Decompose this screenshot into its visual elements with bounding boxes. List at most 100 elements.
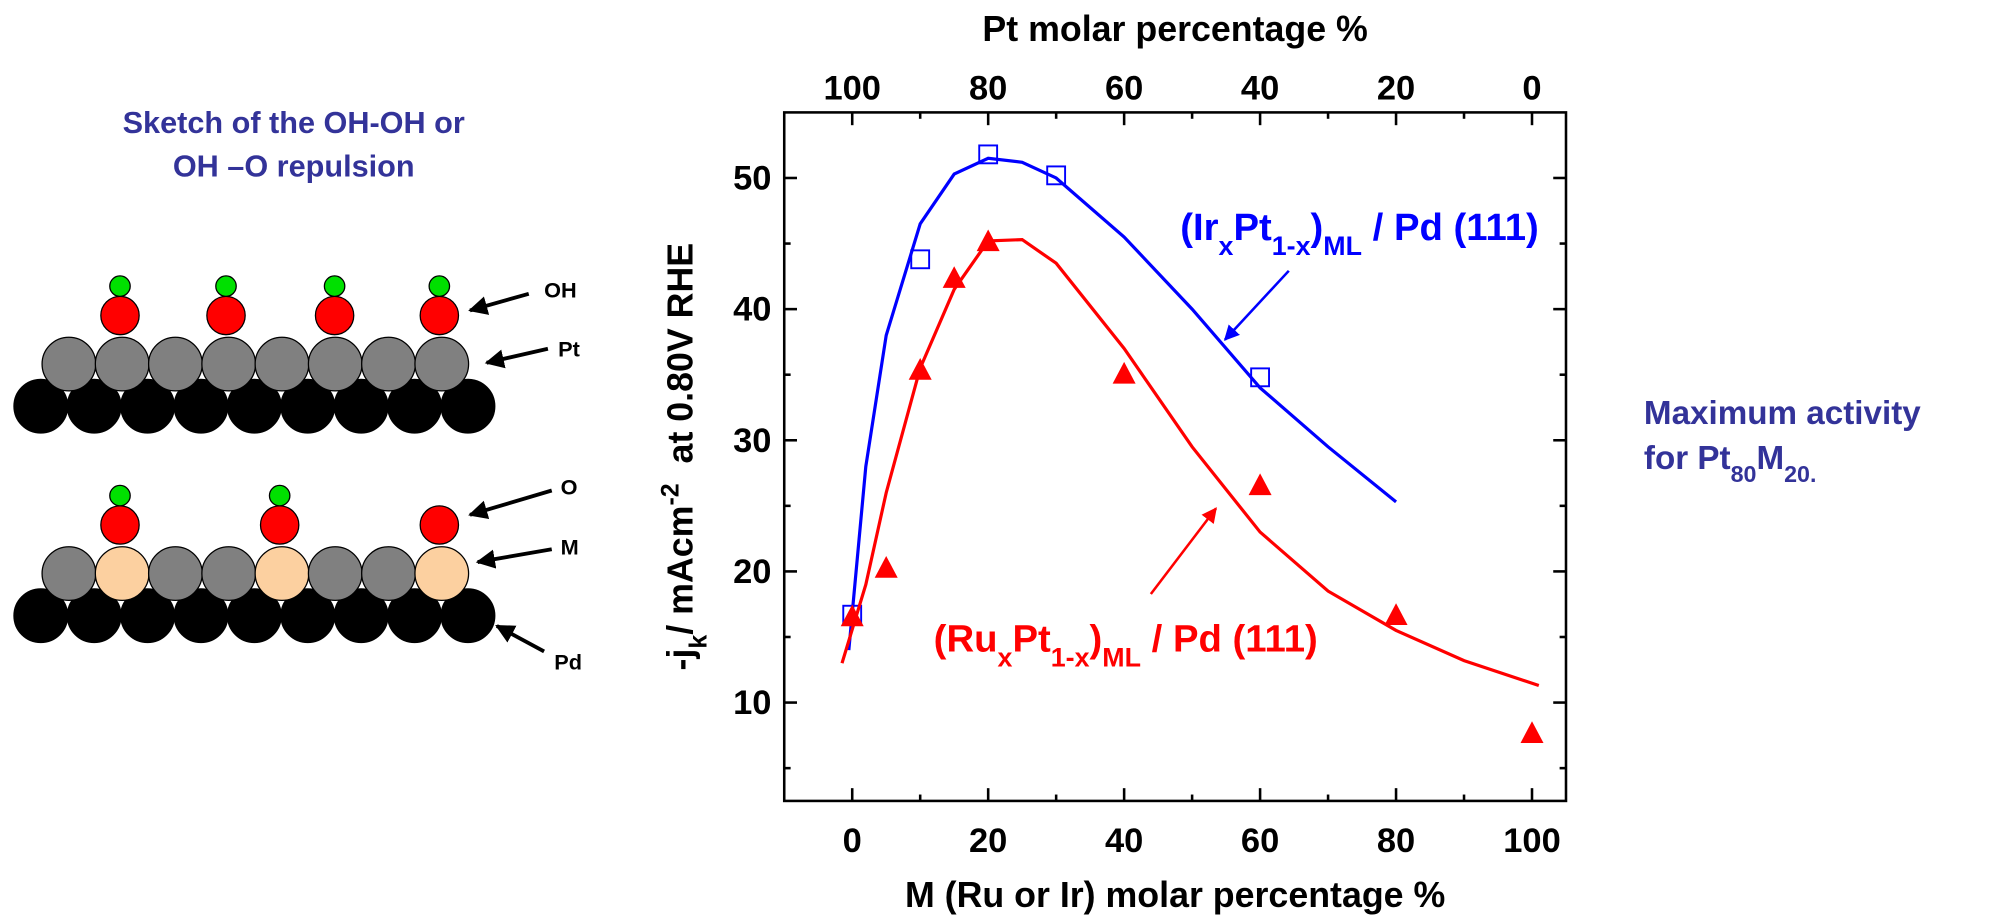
oxygen-atom <box>259 505 300 545</box>
surface-atom <box>147 546 203 602</box>
sketch <box>13 275 496 644</box>
surface-atom <box>414 546 470 602</box>
series-label: (RuxPt1-x)ML / Pd (111) <box>934 617 1318 672</box>
y-tick-label: 50 <box>733 159 771 197</box>
surface-atom <box>201 546 257 602</box>
fit-curve <box>847 156 1398 651</box>
y-tick-label: 20 <box>733 553 771 591</box>
text-part: -j <box>660 649 700 671</box>
text-part: Pt <box>1012 617 1051 660</box>
surface-atom <box>307 546 363 602</box>
note: Maximum activity <box>1644 395 1921 432</box>
label-arrow <box>1149 507 1218 595</box>
text-part: ML <box>1323 231 1362 261</box>
y-axis-label: -jk/ mAcm-2 at 0.80V RHE <box>656 243 712 671</box>
hydrogen-atom <box>428 275 451 297</box>
text-part: ) <box>1090 617 1103 660</box>
surface-atom <box>254 336 310 392</box>
note: for Pt80M20. <box>1644 440 1817 487</box>
surface-atom <box>254 546 310 602</box>
plot: 0 20 40 60 80 100 100 80 60 40 20 0 10 20 30 40 50 M (Ru … <box>656 9 1568 915</box>
surface-atom <box>41 336 97 392</box>
hydrogen-atom <box>268 484 291 507</box>
x-tick-label: 0 <box>843 822 862 860</box>
sketch-title: Sketch of the OH-OH or <box>123 106 465 140</box>
text-part: x <box>1219 231 1234 261</box>
surface-atom <box>41 546 97 602</box>
x-tick-label: 20 <box>969 822 1007 860</box>
text-part: -2 <box>656 483 684 505</box>
data-point <box>874 556 898 578</box>
data-point <box>978 144 999 165</box>
x-tick-label: 40 <box>1105 822 1143 860</box>
text-part: . <box>1810 461 1816 487</box>
x2-tick-label: 0 <box>1522 70 1541 108</box>
y-tick-label: 30 <box>733 422 771 460</box>
text-part: for Pt <box>1644 440 1731 477</box>
data-point <box>1046 165 1067 186</box>
x2-tick-label: 100 <box>823 70 881 108</box>
text-part: ) <box>1311 206 1324 249</box>
oxygen-atom <box>314 295 355 336</box>
sketch-title: OH –O repulsion <box>173 149 415 183</box>
data-point <box>908 357 932 380</box>
surface-atom <box>361 336 416 392</box>
text-part: / Pd (111) <box>1141 617 1318 660</box>
text-part: x <box>998 642 1013 672</box>
oxygen-atom <box>100 295 140 336</box>
surface-atom <box>307 336 363 392</box>
data-point <box>840 604 864 627</box>
text-part: / Pd (111) <box>1362 206 1539 249</box>
hydrogen-atom <box>215 275 237 297</box>
text-part: (Ir <box>1180 206 1218 249</box>
text-part: 1-x <box>1051 642 1090 672</box>
y-tick-label: 40 <box>733 291 771 329</box>
text-part: (Ru <box>934 617 998 660</box>
sketch-arrows <box>468 291 553 654</box>
x2-axis-label: Pt molar percentage % <box>982 9 1367 49</box>
x-tick-label: 60 <box>1241 822 1279 860</box>
surface-atom <box>94 336 150 392</box>
data-point <box>942 266 966 288</box>
text-part: k <box>684 635 712 649</box>
hydrogen-atom <box>109 484 131 507</box>
text-part: 20 <box>1784 461 1810 487</box>
x2-tick-label: 40 <box>1241 70 1279 108</box>
oxygen-atom <box>419 505 460 545</box>
data-point <box>1520 721 1544 743</box>
text-part: ML <box>1102 642 1141 672</box>
pd-atom <box>440 588 496 644</box>
y-tick-label: 10 <box>733 684 771 722</box>
data-point <box>976 229 1000 252</box>
series-label: (IrxPt1-x)ML / Pd (111) <box>1180 206 1539 261</box>
sketch-label: M <box>561 534 579 559</box>
data-point <box>910 249 931 270</box>
x-tick-label: 80 <box>1377 822 1415 860</box>
surface-atom <box>147 336 203 392</box>
plot-frame <box>782 111 1568 803</box>
fit-curve <box>840 238 1540 688</box>
text-part: Pt <box>1233 206 1272 249</box>
data-point <box>1250 367 1270 388</box>
surface-atom <box>201 336 257 392</box>
oxygen-atom <box>100 505 140 545</box>
text-part: Maximum activity <box>1644 395 1921 432</box>
x2-tick-label: 60 <box>1105 70 1143 108</box>
data-point <box>1112 361 1136 384</box>
text-part: 80 <box>1731 461 1757 487</box>
data-point <box>1248 473 1272 496</box>
x2-tick-label: 80 <box>969 70 1007 108</box>
sketch-label: Pt <box>558 336 580 361</box>
oxygen-atom <box>419 295 460 336</box>
x2-tick-label: 20 <box>1377 70 1415 108</box>
data-point <box>1384 603 1408 625</box>
surface-atom <box>361 546 416 602</box>
label-arrow <box>1223 269 1290 341</box>
text-part: M <box>1756 440 1784 477</box>
text-part: 1-x <box>1272 231 1311 261</box>
hydrogen-atom <box>109 275 131 297</box>
x-tick-label: 100 <box>1503 822 1561 860</box>
x-axis-label: M (Ru or Ir) molar percentage % <box>905 875 1445 915</box>
